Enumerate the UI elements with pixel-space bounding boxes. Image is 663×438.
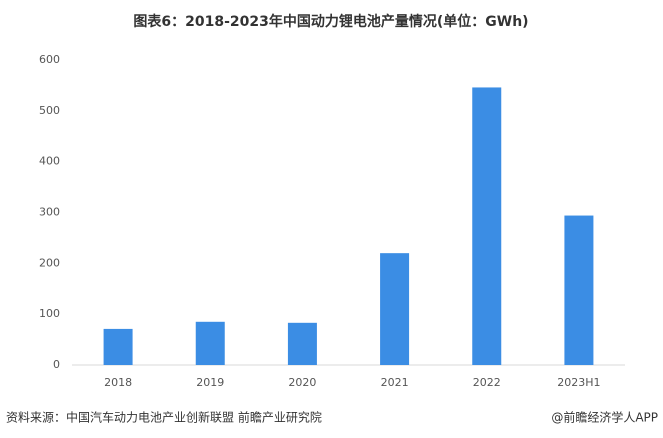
x-tick-label: 2018 xyxy=(104,376,132,389)
y-tick-label: 300 xyxy=(39,206,60,219)
x-tick-label: 2021 xyxy=(381,376,409,389)
bar xyxy=(195,321,225,365)
y-tick-label: 100 xyxy=(39,307,60,320)
bar xyxy=(103,328,133,365)
source-note: 资料来源：中国汽车动力电池产业创新联盟 前瞻产业研究院 xyxy=(6,410,322,425)
chart-title: 图表6：2018-2023年中国动力锂电池产量情况(单位：GWh) xyxy=(133,13,528,30)
bar xyxy=(287,322,317,365)
credit: @前瞻经济学人APP xyxy=(551,410,658,425)
y-tick-label: 200 xyxy=(39,256,60,269)
y-tick-label: 500 xyxy=(39,104,60,117)
y-tick-label: 0 xyxy=(53,358,60,371)
bar xyxy=(564,215,594,365)
y-tick-label: 400 xyxy=(39,155,60,168)
x-tick-label: 2023H1 xyxy=(557,376,600,389)
bar xyxy=(380,253,410,365)
x-tick-label: 2022 xyxy=(473,376,501,389)
y-tick-label: 600 xyxy=(39,53,60,66)
x-tick-label: 2020 xyxy=(288,376,316,389)
bar xyxy=(472,87,502,365)
x-tick-label: 2019 xyxy=(196,376,224,389)
